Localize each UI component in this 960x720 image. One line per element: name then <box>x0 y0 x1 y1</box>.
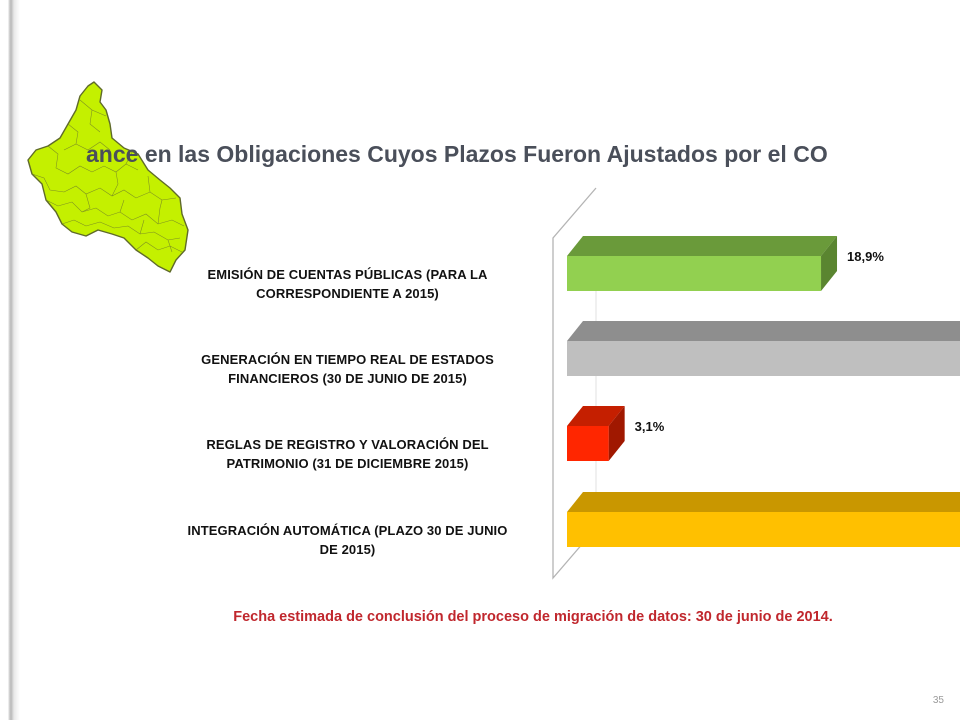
bar-top-2 <box>567 321 960 341</box>
bar-side-1 <box>821 236 838 291</box>
category-label-line: REGLAS DE REGISTRO Y VALORACIÓN DEL <box>206 437 489 452</box>
bar-group-1: 18,9% <box>567 236 884 291</box>
data-label-3: 3,1% <box>635 419 665 434</box>
bars-layer: 18,9% 35,0% 3,1% 45,1% <box>567 236 960 547</box>
bar-group-4: 45,1% <box>567 492 960 547</box>
san-luis-potosi-map-icon <box>27 81 189 273</box>
bar-top-4 <box>567 492 960 512</box>
bar-side-3 <box>608 406 625 461</box>
category-label-line: DE 2015) <box>319 542 376 557</box>
chart-plot: 18,9% 35,0% 3,1% 45,1% <box>552 187 960 580</box>
bar-2 <box>567 341 960 376</box>
slide-title: ance en las Obligaciones Cuyos Plazos Fu… <box>86 141 828 167</box>
footnote: Fecha estimada de conclusión del proceso… <box>233 609 833 625</box>
category-label-line: FINANCIEROS (30 DE JUNIO DE 2015) <box>228 371 467 386</box>
category-label-line: INTEGRACIÓN AUTOMÁTICA (PLAZO 30 DE JUNI… <box>187 523 508 538</box>
bar-1 <box>567 256 822 291</box>
category-label-line: PATRIMONIO (31 DE DICIEMBRE 2015) <box>226 456 469 471</box>
category-label-4: INTEGRACIÓN AUTOMÁTICA (PLAZO 30 DE JUNI… <box>130 521 565 559</box>
chart-floor-wall <box>552 187 597 580</box>
bar-top-1 <box>567 236 838 256</box>
data-label-1: 18,9% <box>847 249 884 264</box>
category-label-3: REGLAS DE REGISTRO Y VALORACIÓN DEL PATRI… <box>130 435 565 473</box>
left-border-rule <box>0 0 20 720</box>
category-label-line: EMISIÓN DE CUENTAS PÚBLICAS (PARA LA <box>207 267 488 282</box>
category-label-line: CORRESPONDIENTE A 2015) <box>256 286 439 301</box>
bar-top-3 <box>567 406 625 426</box>
category-label-line: GENERACIÓN EN TIEMPO REAL DE ESTADOS <box>201 352 494 367</box>
bar-group-2: 35,0% <box>567 321 960 376</box>
bar-group-3: 3,1% <box>567 406 665 461</box>
category-label-2: GENERACIÓN EN TIEMPO REAL DE ESTADOS FINA… <box>130 350 565 388</box>
bar-chart: 18,9% 35,0% 3,1% 45,1% EMISIÓN DE CUENTAS P… <box>0 180 960 600</box>
bar-3 <box>567 426 609 461</box>
bar-4 <box>567 512 960 547</box>
category-label-1: EMISIÓN DE CUENTAS PÚBLICAS (PARA LA CORR… <box>130 265 565 303</box>
page-number: 35 <box>932 695 944 706</box>
